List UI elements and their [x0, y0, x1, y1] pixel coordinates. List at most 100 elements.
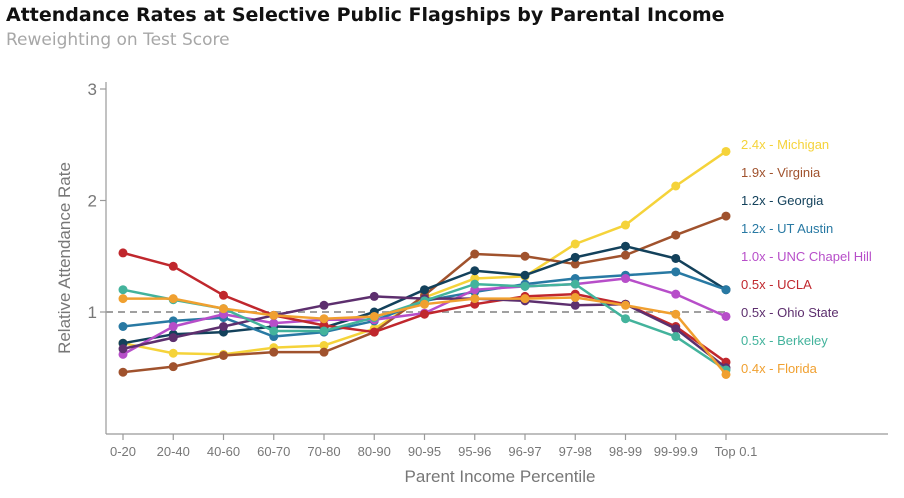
series-label: 0.5x - Berkeley — [741, 333, 828, 348]
series-label: 1.2x - Georgia — [741, 193, 824, 208]
data-point — [570, 300, 580, 310]
data-point — [671, 230, 681, 240]
data-point — [319, 340, 329, 350]
data-point — [219, 350, 228, 360]
x-tick-label: 80-90 — [358, 444, 391, 459]
y-tick-label: 2 — [88, 192, 97, 211]
data-point — [721, 311, 731, 321]
data-point — [118, 367, 128, 377]
y-axis-label: Relative Attendance Rate — [55, 162, 74, 354]
x-tick-label: 70-80 — [307, 444, 340, 459]
data-point — [621, 300, 630, 310]
data-point — [671, 267, 681, 277]
x-tick-label: 98-99 — [609, 444, 642, 459]
series-label: 1.2x - UT Austin — [741, 221, 833, 236]
data-point — [671, 332, 681, 342]
data-point — [219, 321, 228, 331]
series-label: 2.4x - Michigan — [741, 137, 829, 152]
x-tick-label: 20-40 — [157, 444, 190, 459]
chart-subtitle: Reweighting on Test Score — [6, 30, 230, 50]
data-point — [269, 347, 279, 357]
data-point — [118, 285, 128, 295]
y-tick-label: 1 — [88, 303, 97, 322]
data-point — [420, 309, 429, 319]
x-tick-label: 99-99.9 — [654, 444, 698, 459]
data-point — [470, 294, 480, 304]
data-point — [118, 344, 128, 354]
data-point — [671, 253, 681, 263]
data-point — [721, 285, 731, 295]
x-tick-label: 96-97 — [508, 444, 541, 459]
data-point — [118, 321, 128, 331]
data-point — [168, 348, 178, 358]
data-point — [671, 181, 681, 191]
data-point — [721, 211, 731, 221]
data-point — [269, 326, 279, 336]
x-axis-label: Parent Income Percentile — [405, 467, 596, 486]
x-tick-label: 40-60 — [207, 444, 240, 459]
data-point — [671, 289, 681, 299]
data-point — [319, 314, 329, 324]
data-point — [570, 259, 580, 269]
data-point — [621, 274, 630, 284]
data-point — [570, 239, 580, 249]
data-point — [570, 252, 580, 262]
data-point — [168, 333, 178, 343]
series-labels: 2.4x - Michigan 1.9x - Virginia 1.2x - Geo… — [741, 137, 872, 376]
chart-axes: Parent Income Percentile Relative Attend… — [55, 82, 888, 486]
chart-title: Attendance Rates at Selective Public Fla… — [6, 4, 725, 26]
data-point — [671, 324, 681, 334]
data-point — [420, 285, 429, 295]
data-point — [369, 327, 379, 337]
x-ticks: 0-20 20-40 40-60 60-70 70-80 80-90 90-95 95-96 9… — [110, 434, 757, 459]
data-point — [520, 270, 530, 280]
data-point — [621, 241, 630, 251]
data-point — [721, 146, 731, 156]
x-tick-label: 60-70 — [257, 444, 290, 459]
data-point — [470, 266, 480, 276]
data-point — [168, 321, 178, 331]
data-point — [118, 294, 128, 304]
data-point — [570, 279, 580, 289]
data-point — [621, 250, 630, 260]
series-label: 1.9x - Virginia — [741, 165, 821, 180]
data-point — [570, 293, 580, 303]
data-point — [621, 314, 630, 324]
data-point — [319, 326, 329, 336]
data-point — [168, 362, 178, 372]
data-point — [520, 251, 530, 261]
data-point — [269, 310, 279, 320]
data-point — [520, 294, 530, 304]
data-point — [369, 311, 379, 321]
data-point — [319, 347, 329, 357]
data-point — [470, 279, 480, 289]
x-tick-label: 95-96 — [458, 444, 491, 459]
y-tick-label: 3 — [88, 80, 97, 99]
series-florida — [118, 293, 731, 379]
data-point — [269, 318, 279, 328]
series-label: 0.5x - UCLA — [741, 277, 812, 292]
data-point — [671, 309, 681, 319]
x-tick-label: 90-95 — [408, 444, 441, 459]
x-tick-label: 97-98 — [559, 444, 592, 459]
series-label: 1.0x - UNC Chapel Hill — [741, 249, 872, 264]
series-group — [118, 146, 731, 379]
data-point — [721, 369, 731, 379]
data-point — [168, 261, 178, 271]
data-point — [520, 281, 530, 291]
data-point — [369, 291, 379, 301]
x-tick-label: 0-20 — [110, 444, 136, 459]
data-point — [420, 299, 429, 309]
data-point — [621, 220, 630, 230]
data-point — [168, 294, 178, 304]
x-tick-label: Top 0.1 — [715, 444, 758, 459]
data-point — [319, 300, 329, 310]
data-point — [219, 290, 228, 300]
data-point — [219, 304, 228, 314]
series-label: 0.5x - Ohio State — [741, 305, 839, 320]
y-ticks: 1 2 3 — [88, 80, 106, 322]
series-label: 0.4x - Florida — [741, 361, 818, 376]
series-michigan — [118, 146, 731, 359]
series-line — [122, 150, 727, 356]
